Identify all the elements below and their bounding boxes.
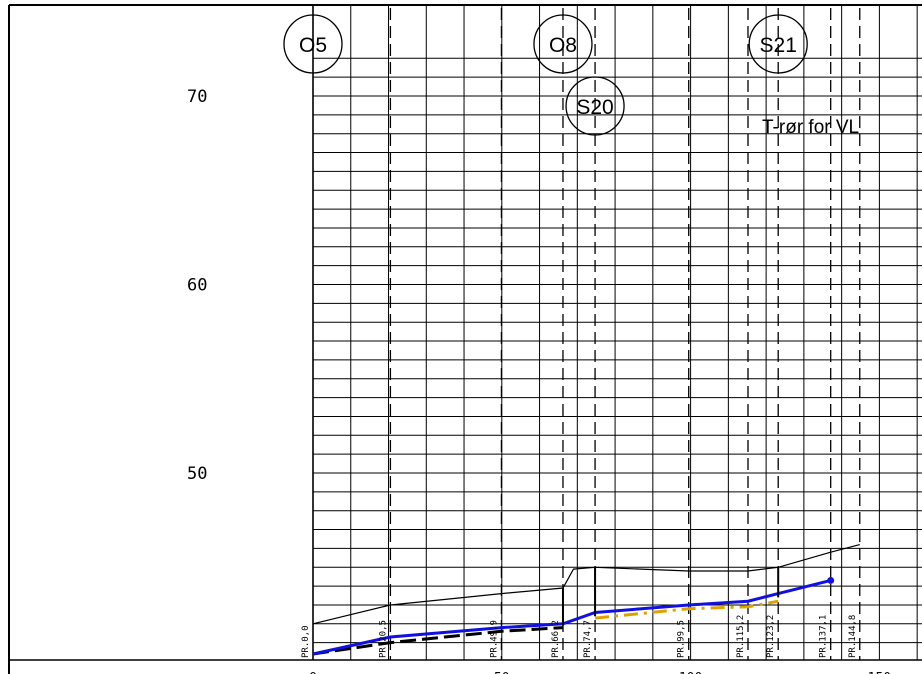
station-label: PR.123,2 — [766, 615, 776, 658]
station-label: PR.0,0 — [301, 625, 311, 658]
station-labels: PR.0,0 PR.20,5 PR.49,9 PR.66,2 PR.74,7 PR.99,… — [301, 615, 858, 658]
profile-lines — [312, 544, 860, 656]
x-tick-label: 0 — [309, 671, 317, 674]
grid — [312, 5, 922, 660]
station-label: PR.49,9 — [489, 620, 499, 658]
x-tick-label: 100 — [679, 671, 702, 674]
station-label: PR.137,1 — [819, 615, 829, 658]
station-label: PR.115,2 — [736, 615, 746, 658]
station-label: PR.144,8 — [848, 615, 858, 658]
node-label: S20 — [576, 96, 613, 119]
secondary-pipe-line — [594, 599, 779, 620]
node-circle — [533, 14, 593, 74]
node-circle — [283, 14, 343, 74]
manhole-nodes: O5 O8 S20 S21 — [283, 14, 808, 136]
station-lines — [389, 8, 861, 660]
y-label: 70 — [187, 87, 207, 107]
existing-pipe-line — [312, 626, 564, 656]
node-label: S21 — [760, 34, 797, 57]
pipe-end-marker — [827, 576, 835, 584]
x-tick-labels: 0 50 100 150 — [309, 671, 891, 674]
x-tick-label: 150 — [868, 671, 891, 674]
note-label: T-rør for VL — [762, 117, 859, 138]
station-label: PR.66,2 — [551, 620, 561, 658]
station-label: PR.74,7 — [583, 620, 593, 658]
node-label: O8 — [549, 34, 577, 57]
node-circle — [748, 14, 808, 74]
station-label: PR.20,5 — [378, 620, 388, 658]
node-circle — [565, 76, 625, 136]
x-tick-label: 50 — [494, 671, 510, 674]
station-label: PR.99,5 — [677, 620, 687, 658]
y-label: 60 — [187, 276, 207, 296]
node-label: O5 — [299, 34, 327, 57]
y-axis-labels: 70 60 50 — [187, 87, 207, 484]
y-label: 50 — [187, 464, 207, 484]
